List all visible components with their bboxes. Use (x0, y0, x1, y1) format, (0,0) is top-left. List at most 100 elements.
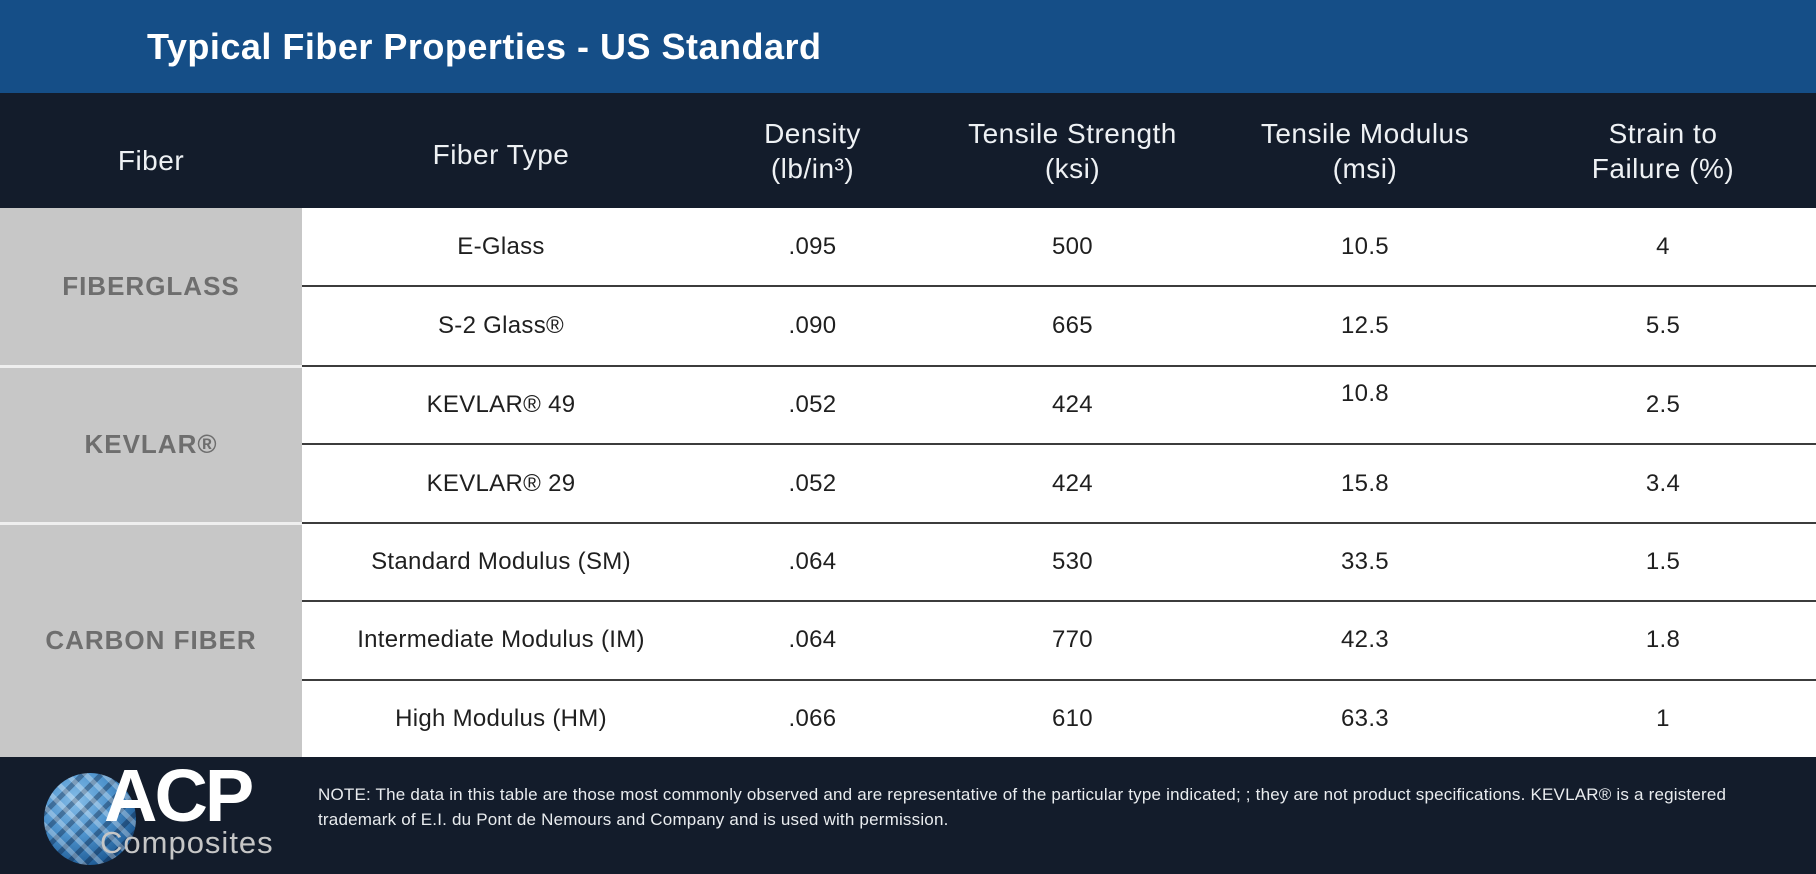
cell-value: 1.5 (1645, 547, 1681, 575)
cell-value: Standard Modulus (SM) (371, 547, 631, 575)
cell-type: E-Glass (302, 208, 700, 285)
cell-type: KEVLAR® 29 (302, 445, 700, 521)
cell-type: High Modulus (HM) (302, 681, 700, 757)
cell-tensile-strength: 665 (925, 287, 1220, 364)
cell-value: .095 (788, 232, 837, 260)
cell-tensile-strength: 530 (925, 524, 1220, 600)
logo-composites-text: Composites (100, 825, 274, 860)
column-header-label: Fiber Type (432, 139, 570, 170)
cell-density: .052 (700, 445, 925, 521)
fiber-group-cell: KEVLAR® (0, 364, 302, 522)
cell-value: S-2 Glass® (437, 312, 565, 340)
cell-density: .064 (700, 524, 925, 600)
cell-tensile-strength: 500 (925, 208, 1220, 285)
table-row: Standard Modulus (SM) .064 530 33.5 1.5 (302, 524, 1816, 600)
cell-tensile-strength: 610 (925, 681, 1220, 757)
table-row: Intermediate Modulus (IM) .064 770 42.3 1.8 (302, 600, 1816, 678)
fiber-group-label: FIBERGLASS (62, 270, 240, 301)
cell-density: .090 (700, 287, 925, 364)
cell-value: 2.5 (1645, 391, 1681, 419)
cell-value: 5.5 (1645, 312, 1681, 340)
cell-strain: 3.4 (1510, 445, 1816, 521)
cell-value: 12.5 (1341, 312, 1389, 340)
column-header-label: Density (764, 117, 861, 149)
fiber-group-label: KEVLAR® (84, 429, 218, 460)
column-header-density: Density (lb/in³) (700, 93, 925, 208)
table-row: KEVLAR® 29 .052 424 15.8 3.4 (302, 443, 1816, 521)
cell-tensile-strength: 424 (925, 367, 1220, 443)
cell-tensile-modulus: 33.5 (1220, 524, 1510, 600)
column-header-strain: Strain to Failure (%) (1510, 93, 1816, 208)
cell-tensile-modulus: 42.3 (1220, 602, 1510, 678)
cell-value: .052 (788, 469, 837, 497)
cell-tensile-modulus: 63.3 (1220, 681, 1510, 757)
page-title: Typical Fiber Properties - US Standard (147, 25, 822, 67)
cell-density: .095 (700, 208, 925, 285)
footer-bar: ACP Composites NOTE: The data in this ta… (0, 757, 1816, 874)
title-bar: Typical Fiber Properties - US Standard (0, 0, 1816, 93)
column-header-label: Fiber (117, 145, 185, 176)
column-header-sublabel: (msi) (1332, 152, 1398, 184)
fiber-group-rows: E-Glass .095 500 10.5 4 S-2 Glass® .090 665 12.5… (302, 208, 1816, 365)
cell-value: 4 (1656, 232, 1670, 260)
cell-density: .052 (700, 367, 925, 443)
fiber-group-cell: CARBON FIBER (0, 521, 302, 757)
cell-value: 665 (1052, 312, 1093, 340)
cell-value: E-Glass (457, 232, 545, 260)
table-body: FIBERGLASS E-Glass .095 500 10.5 4 S-2 Glass®.… (0, 208, 1816, 757)
cell-value: 10.8 (1341, 380, 1389, 408)
acp-composites-logo: ACP Composites (44, 757, 304, 874)
cell-type: Standard Modulus (SM) (302, 524, 700, 600)
column-header-label: Strain to (1608, 117, 1718, 149)
cell-value: .090 (788, 312, 837, 340)
column-header-sublabel: (ksi) (1044, 152, 1101, 184)
cell-value: 3.4 (1645, 469, 1681, 497)
column-header-label: Tensile Modulus (1260, 117, 1470, 149)
cell-value: 10.5 (1341, 232, 1389, 260)
cell-value: .064 (788, 626, 837, 654)
fiber-group-cell: FIBERGLASS (0, 208, 302, 365)
column-header-sublabel: (lb/in³) (770, 152, 855, 184)
column-header-sublabel: Failure (%) (1591, 152, 1735, 184)
cell-value: .064 (788, 547, 837, 575)
column-header-fiber: Fiber (0, 93, 302, 208)
cell-value: KEVLAR® 29 (426, 469, 576, 497)
cell-value: 610 (1052, 704, 1093, 732)
table-header-row: Fiber Fiber Type Density (lb/in³) Tensil… (0, 93, 1816, 208)
cell-density: .064 (700, 602, 925, 678)
column-header-label: Tensile Strength (968, 117, 1177, 149)
cell-type: Intermediate Modulus (IM) (302, 602, 700, 678)
fiber-group: CARBON FIBER Standard Modulus (SM) .064 530… (0, 521, 1816, 757)
cell-value: 63.3 (1341, 704, 1389, 732)
cell-type: KEVLAR® 49 (302, 367, 700, 443)
cell-strain: 5.5 (1510, 287, 1816, 364)
cell-value: 424 (1052, 391, 1093, 419)
table-row: S-2 Glass® .090 665 12.5 5.5 (302, 285, 1816, 364)
table-row: E-Glass .095 500 10.5 4 (302, 208, 1816, 285)
fiber-group-rows: Standard Modulus (SM) .064 530 33.5 1.5 Inter… (302, 521, 1816, 757)
cell-value: 15.8 (1341, 469, 1389, 497)
cell-strain: 1.5 (1510, 524, 1816, 600)
table-row: KEVLAR® 49 .052 424 10.8 2.5 (302, 367, 1816, 443)
column-header-tensile-modulus: Tensile Modulus (msi) (1220, 93, 1510, 208)
column-header-tensile-strength: Tensile Strength (ksi) (925, 93, 1220, 208)
cell-type: S-2 Glass® (302, 287, 700, 364)
cell-tensile-modulus: 10.5 (1220, 208, 1510, 285)
cell-value: 1.8 (1645, 626, 1681, 654)
fiber-group: KEVLAR® KEVLAR® 49 .052 424 10.8 2.5 KEVLAR® 2… (0, 364, 1816, 522)
cell-tensile-strength: 770 (925, 602, 1220, 678)
column-header-fiber-type: Fiber Type (302, 93, 700, 208)
cell-tensile-modulus: 15.8 (1220, 445, 1510, 521)
cell-strain: 1 (1510, 681, 1816, 757)
cell-value: 500 (1052, 232, 1093, 260)
cell-tensile-strength: 424 (925, 445, 1220, 521)
fiber-group: FIBERGLASS E-Glass .095 500 10.5 4 S-2 Glass®.… (0, 208, 1816, 365)
cell-value: 424 (1052, 469, 1093, 497)
logo-acp-text: ACP (104, 754, 254, 837)
cell-value: Intermediate Modulus (IM) (357, 626, 645, 654)
cell-value: 42.3 (1341, 626, 1389, 654)
cell-value: KEVLAR® 49 (426, 391, 576, 419)
cell-value: 770 (1052, 626, 1093, 654)
cell-value: High Modulus (HM) (395, 704, 607, 732)
